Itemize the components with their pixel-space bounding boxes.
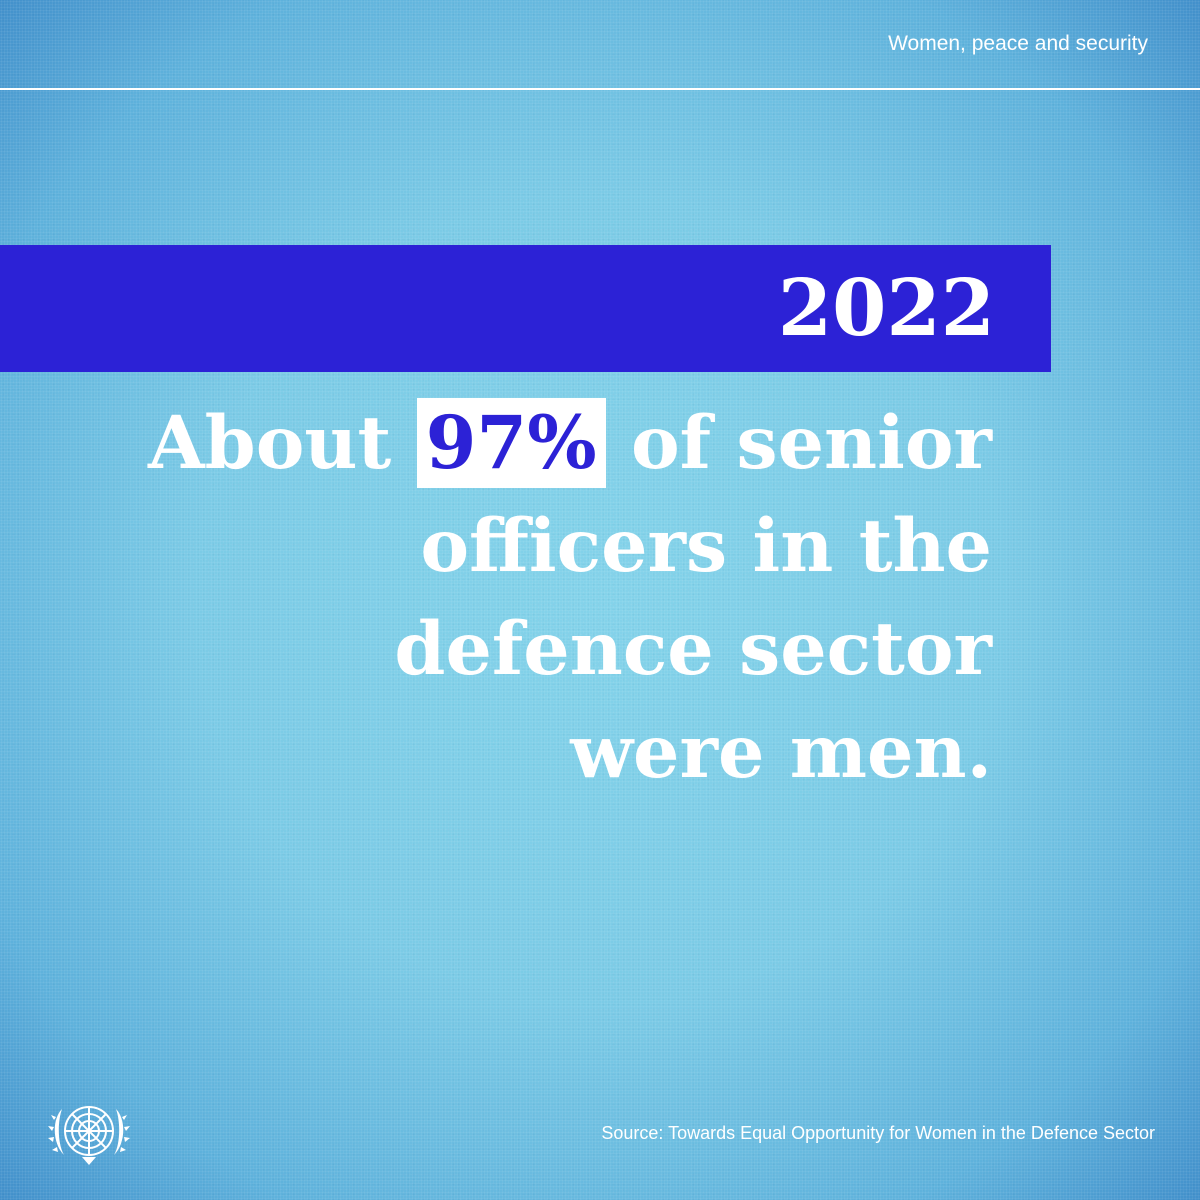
highlighted-percentage: 97% xyxy=(416,398,606,488)
series-title: Women, peace and security xyxy=(888,32,1148,55)
un-emblem-icon xyxy=(48,1106,130,1165)
statement-line-1: About 97% of senior xyxy=(92,392,992,495)
statistic-statement: About 97% of senior officers in the defe… xyxy=(92,392,992,804)
statement-line-2: officers in the xyxy=(420,503,992,589)
statement-prefix: About xyxy=(148,400,392,486)
header-divider xyxy=(0,88,1200,90)
statement-line-3: defence sector xyxy=(394,606,992,692)
year-band xyxy=(0,245,1051,372)
statement-line-1-suffix: of senior xyxy=(630,400,992,486)
statement-line-4: were men. xyxy=(570,709,992,795)
source-citation: Source: Towards Equal Opportunity for Wo… xyxy=(601,1123,1155,1143)
year-label: 2022 xyxy=(777,263,995,354)
